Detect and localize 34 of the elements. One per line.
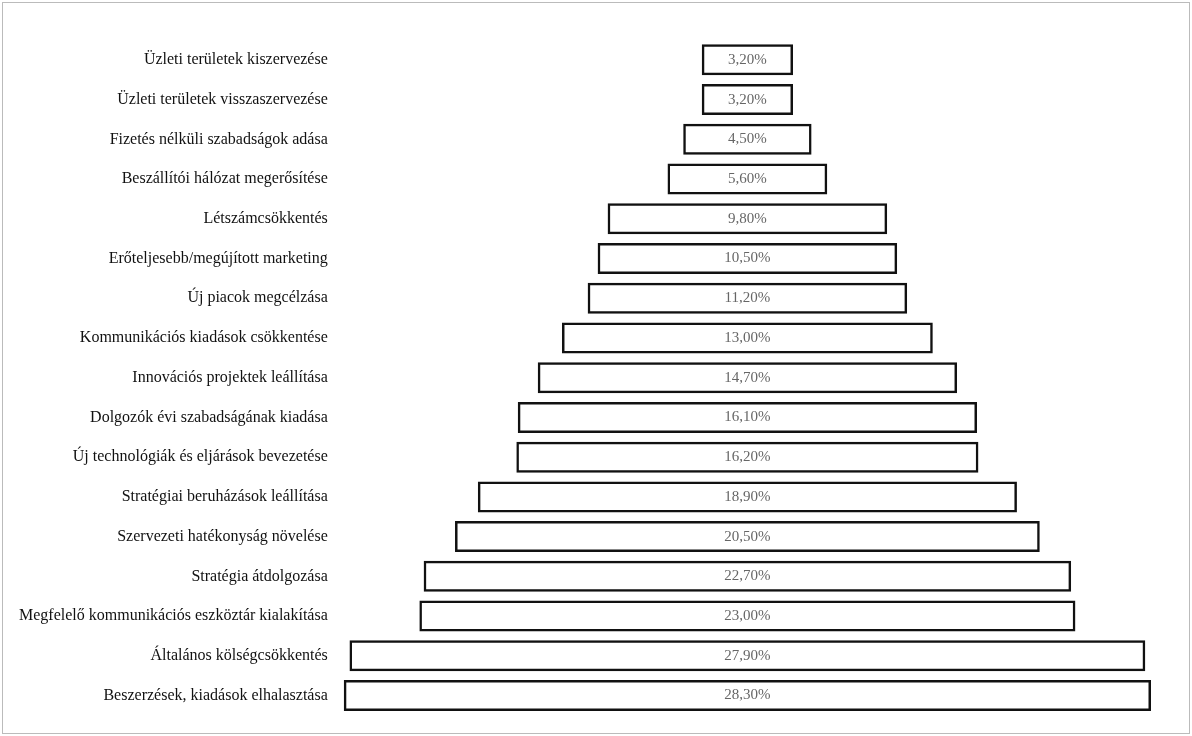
category-label: Erőteljesebb/megújított marketing [108,248,328,267]
category-label: Stratégiai beruházások leállítása [121,487,328,506]
data-label: 3,20% [728,90,767,107]
data-label: 10,50% [724,249,771,266]
data-label: 3,20% [728,50,767,67]
category-label: Beszerzések, kiadások elhalasztása [103,685,328,703]
data-label: 13,00% [724,328,771,345]
category-label: Dolgozók évi szabadságának kiadása [90,407,328,426]
data-label: 16,10% [724,408,771,425]
category-label: Kommunikációs kiadások csökkentése [79,328,328,346]
category-label: Innovációs projektek leállítása [132,367,328,386]
category-label: Általános kölségcsökkentés [150,645,328,665]
category-label: Új technológiák és eljárások bevezetése [72,446,328,466]
category-label: Létszámcsökkentés [203,208,328,226]
data-label: 23,00% [724,607,771,624]
category-label: Üzleti területek visszaszervezése [117,89,328,107]
category-label: Új piacok megcélzása [187,287,328,307]
category-label: Üzleti területek kiszervezése [143,50,328,68]
data-label: 11,20% [724,289,771,306]
data-label: 28,30% [724,686,771,703]
category-label: Megfelelő kommunikációs eszköztár kialakítása [19,606,328,625]
category-label: Beszállítói hálózat megerősítése [121,169,328,188]
data-label: 5,60% [728,169,767,186]
data-label: 4,50% [728,130,767,147]
data-label: 20,50% [724,527,771,544]
data-label: 18,90% [724,487,771,504]
data-label: 27,90% [724,646,771,663]
category-label: Stratégia átdolgozása [191,566,328,585]
data-label: 9,80% [728,209,767,226]
data-label: 16,20% [724,448,771,465]
category-label: Szervezeti hatékonyság növelése [117,526,328,545]
category-label: Fizetés nélküli szabadságok adása [109,129,328,148]
data-label: 22,70% [724,567,771,584]
data-label: 14,70% [724,368,771,385]
